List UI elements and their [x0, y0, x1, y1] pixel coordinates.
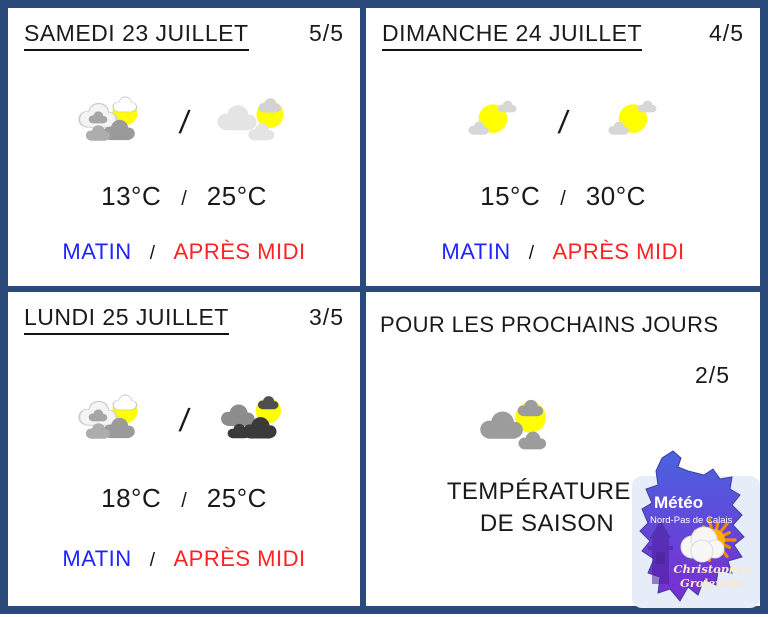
- afternoon-label: APRÈS MIDI: [552, 239, 685, 264]
- afternoon-temperature: 30°C: [585, 181, 646, 211]
- weather-icon-row: /: [8, 393, 360, 447]
- morning-label: MATIN: [441, 239, 511, 264]
- day-title: SAMEDI 23 JUILLET: [24, 20, 249, 51]
- separator-slash: /: [560, 188, 566, 210]
- panel-dimanche: DIMANCHE 24 JUILLET 4/5 / 15°C / 30°C: [366, 8, 760, 286]
- afternoon-label: APRÈS MIDI: [173, 239, 306, 264]
- sun-with-dark-clouds-icon: [212, 393, 296, 447]
- morning-temperature: 13°C: [101, 181, 162, 211]
- day-title: LUNDI 25 JUILLET: [24, 304, 229, 335]
- separator-slash: /: [528, 243, 535, 264]
- separator-slash: /: [177, 103, 192, 140]
- logo-author-line2: Grolewski: [680, 576, 744, 590]
- panel-lundi: LUNDI 25 JUILLET 3/5: [8, 292, 360, 606]
- temperature-row: 13°C / 25°C: [8, 181, 360, 212]
- separator-slash: /: [556, 103, 571, 140]
- panel-outlook: POUR LES PROCHAINS JOURS 2/5 TEMPÉRATURE…: [366, 292, 760, 608]
- confidence-rating: 3/5: [309, 304, 344, 330]
- meteo-npdc-logo: Météo Nord-Pas de Calais Christopher Gro…: [614, 444, 760, 612]
- confidence-rating: 2/5: [695, 362, 730, 388]
- weather-icon-row: /: [8, 95, 360, 149]
- temperature-row: 15°C / 30°C: [366, 181, 760, 212]
- logo-brand-text: Météo: [654, 493, 703, 512]
- sun-with-light-clouds-icon: [212, 95, 296, 149]
- morning-temperature: 15°C: [480, 181, 541, 211]
- sun-small-clouds-icon: [591, 95, 675, 149]
- region-map-logo: Météo Nord-Pas de Calais Christopher Gro…: [632, 450, 760, 608]
- panel-header: SAMEDI 23 JUILLET 5/5: [8, 8, 360, 51]
- separator-slash: /: [181, 188, 187, 210]
- sun-small-clouds-icon: [451, 95, 535, 149]
- morning-temperature: 18°C: [101, 483, 162, 513]
- separator-slash: /: [181, 490, 187, 512]
- confidence-rating: 4/5: [709, 20, 744, 46]
- logo-author-line1: Christopher: [673, 562, 751, 576]
- separator-slash: /: [149, 243, 156, 264]
- sun-behind-clouds-icon: [72, 95, 156, 149]
- logo-region-text: Nord-Pas de Calais: [650, 515, 733, 526]
- separator-slash: /: [177, 401, 192, 438]
- morning-label: MATIN: [62, 546, 132, 571]
- period-row: MATIN / APRÈS MIDI: [366, 239, 760, 265]
- period-row: MATIN / APRÈS MIDI: [8, 546, 360, 572]
- outlook-message-line1: TEMPÉRATURES: [446, 478, 648, 505]
- outlook-title: POUR LES PROCHAINS JOURS: [380, 312, 719, 337]
- logo-cloud-icon: [680, 526, 725, 563]
- afternoon-temperature: 25°C: [206, 181, 267, 211]
- panel-header: DIMANCHE 24 JUILLET 4/5: [366, 8, 760, 51]
- morning-label: MATIN: [62, 239, 132, 264]
- period-row: MATIN / APRÈS MIDI: [8, 239, 360, 265]
- belfry-silhouette: [648, 520, 673, 584]
- weather-icon-row: /: [366, 95, 760, 149]
- afternoon-label: APRÈS MIDI: [173, 546, 306, 571]
- weather-icon-row: [472, 397, 746, 464]
- sun-behind-gray-clouds-icon: [472, 397, 568, 459]
- separator-slash: /: [149, 550, 156, 571]
- panel-header: LUNDI 25 JUILLET 3/5: [8, 292, 360, 335]
- panel-samedi: SAMEDI 23 JUILLET 5/5: [8, 8, 360, 286]
- sun-behind-clouds-icon: [72, 393, 156, 447]
- day-title: DIMANCHE 24 JUILLET: [382, 20, 643, 51]
- outlook-message: TEMPÉRATURES DE SAISON: [392, 476, 702, 541]
- outlook-message-line2: DE SAISON: [479, 510, 615, 538]
- temperature-row: 18°C / 25°C: [8, 483, 360, 514]
- confidence-rating: 5/5: [309, 20, 344, 46]
- afternoon-temperature: 25°C: [206, 483, 267, 513]
